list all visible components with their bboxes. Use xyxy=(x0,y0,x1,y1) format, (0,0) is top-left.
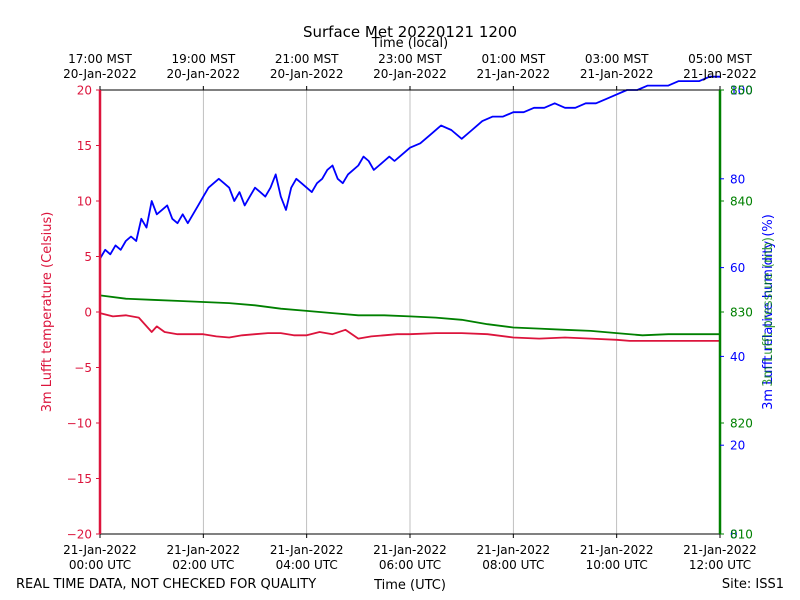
y_right_inner-tick-label: 820 xyxy=(730,417,753,431)
x-tick-date: 21-Jan-2022 xyxy=(477,543,551,557)
grid xyxy=(99,90,721,534)
y_left-tick-label: −10 xyxy=(67,417,92,431)
y_right_outer-tick-label: 100 xyxy=(730,84,753,98)
y_right_inner-tick-label: 830 xyxy=(730,306,753,320)
x-tick-time: 00:00 UTC xyxy=(69,558,131,572)
top-tick-date: 21-Jan-2022 xyxy=(683,67,757,81)
x-tick-date: 21-Jan-2022 xyxy=(63,543,137,557)
top-tick-date: 21-Jan-2022 xyxy=(580,67,654,81)
y_left-tick-label: −5 xyxy=(74,361,92,375)
top-tick-time: 05:00 MST xyxy=(688,52,752,66)
top-tick-time: 01:00 MST xyxy=(481,52,545,66)
top-tick-time: 19:00 MST xyxy=(171,52,235,66)
x-tick-time: 12:00 UTC xyxy=(689,558,751,572)
y_left-tick-label: −20 xyxy=(67,528,92,542)
x-tick-time: 04:00 UTC xyxy=(276,558,338,572)
series-line-right_outer xyxy=(99,75,720,260)
y-right-pressure-label: 3m Lufft pressure (mb) xyxy=(761,237,776,387)
y_left-tick-label: 5 xyxy=(84,250,92,264)
y_right_inner-tick-label: 810 xyxy=(730,528,753,542)
top-tick-time: 23:00 MST xyxy=(378,52,442,66)
series-line-left xyxy=(99,312,720,342)
y_right_outer-tick-label: 60 xyxy=(730,261,745,275)
top-tick-date: 20-Jan-2022 xyxy=(63,67,137,81)
y_right_outer-tick-label: 20 xyxy=(730,439,745,453)
top-tick-date: 20-Jan-2022 xyxy=(373,67,447,81)
x-axis-label: Time (UTC) xyxy=(373,578,446,593)
x-tick-time: 06:00 UTC xyxy=(379,558,441,572)
y_left-tick-label: 20 xyxy=(77,84,92,98)
x-tick-time: 02:00 UTC xyxy=(172,558,234,572)
footer-site: Site: ISS1 xyxy=(722,577,784,592)
y_left-tick-label: 10 xyxy=(77,195,92,209)
x-tick-date: 21-Jan-2022 xyxy=(683,543,757,557)
x-tick-date: 21-Jan-2022 xyxy=(580,543,654,557)
y_right_outer-tick-label: 80 xyxy=(730,172,745,186)
x-tick-time: 08:00 UTC xyxy=(482,558,544,572)
top-axis-label: Time (local) xyxy=(371,36,448,51)
footer-note: REAL TIME DATA, NOT CHECKED FOR QUALITY xyxy=(16,577,316,592)
x-tick-date: 21-Jan-2022 xyxy=(373,543,447,557)
y_right_inner-tick-label: 840 xyxy=(730,195,753,209)
y-right-humidity-label: 3m Lufft relative humidity (%) xyxy=(761,214,776,410)
y_left-tick-label: 15 xyxy=(77,139,92,153)
y_right_outer-tick-label: 0 xyxy=(730,528,738,542)
series-lines xyxy=(99,75,720,342)
y_right_outer-tick-label: 40 xyxy=(730,350,745,364)
y_left-tick-label: 0 xyxy=(84,306,92,320)
top-tick-time: 17:00 MST xyxy=(68,52,132,66)
series-line-right_inner xyxy=(99,294,720,337)
x-tick-date: 21-Jan-2022 xyxy=(270,543,344,557)
x-tick-date: 21-Jan-2022 xyxy=(167,543,241,557)
y_left-tick-label: −15 xyxy=(67,472,92,486)
x-tick-time: 10:00 UTC xyxy=(586,558,648,572)
top-tick-date: 20-Jan-2022 xyxy=(270,67,344,81)
top-tick-date: 21-Jan-2022 xyxy=(477,67,551,81)
top-tick-time: 03:00 MST xyxy=(585,52,649,66)
y-left-axis-label: 3m Lufft temperature (Celsius) xyxy=(40,212,55,413)
top-tick-date: 20-Jan-2022 xyxy=(167,67,241,81)
y_right_inner-tick-label: 850 xyxy=(730,84,753,98)
chart-title: Surface Met 20220121 1200 xyxy=(303,23,517,41)
top-tick-time: 21:00 MST xyxy=(275,52,339,66)
